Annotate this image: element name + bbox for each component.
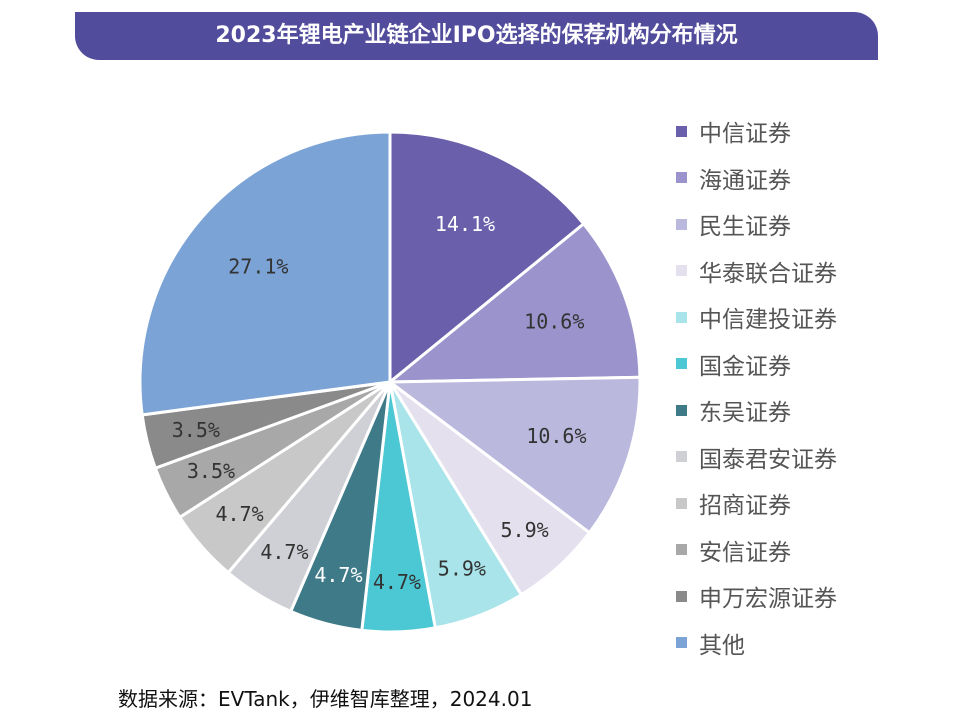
legend-item: 中信证券 <box>676 108 837 155</box>
legend-swatch <box>676 590 687 602</box>
legend-label: 其他 <box>699 632 745 659</box>
legend-swatch <box>676 404 687 416</box>
legend-item: 申万宏源证券 <box>676 573 837 620</box>
data-label-10: 3.5% <box>172 418 220 442</box>
legend-swatch <box>676 497 687 509</box>
legend-swatch <box>676 218 687 230</box>
legend-swatch <box>676 265 687 277</box>
data-label-11: 27.1% <box>228 255 288 279</box>
data-label-1: 10.6% <box>524 310 584 334</box>
source-note: 数据来源：EVTank，伊维智库整理，2024.01 <box>118 687 533 711</box>
data-label-3: 5.9% <box>501 518 549 542</box>
data-label-5: 4.7% <box>373 570 421 594</box>
legend-swatch <box>676 311 687 323</box>
legend-label: 华泰联合证券 <box>699 260 837 287</box>
legend-swatch <box>676 358 687 370</box>
legend-item: 东吴证券 <box>676 387 837 434</box>
data-label-2: 10.6% <box>526 424 586 448</box>
legend-label: 国泰君安证券 <box>699 446 837 473</box>
legend-swatch <box>676 637 687 649</box>
legend-label: 中信证券 <box>699 121 791 148</box>
legend-label: 东吴证券 <box>699 400 791 427</box>
legend-label: 中信建投证券 <box>699 307 837 334</box>
legend-label: 民生证券 <box>699 214 791 241</box>
legend-item: 海通证券 <box>676 155 837 202</box>
legend-item: 华泰联合证券 <box>676 248 837 295</box>
legend-item: 国金证券 <box>676 341 837 388</box>
legend-item: 安信证券 <box>676 527 837 574</box>
legend-swatch <box>676 451 687 463</box>
pie-slice-11 <box>138 130 392 417</box>
legend-label: 申万宏源证券 <box>699 586 837 613</box>
legend-label: 海通证券 <box>699 167 791 194</box>
legend-item: 国泰君安证券 <box>676 434 837 481</box>
legend-item: 招商证券 <box>676 480 837 527</box>
pie-slice-2 <box>385 375 642 535</box>
legend-label: 招商证券 <box>699 493 791 520</box>
legend-swatch <box>676 544 687 556</box>
legend-label: 安信证券 <box>699 539 791 566</box>
data-label-9: 3.5% <box>187 459 235 483</box>
legend-item: 中信建投证券 <box>676 294 837 341</box>
data-label-4: 5.9% <box>438 557 486 581</box>
pie-slice-1 <box>385 221 642 384</box>
data-label-0: 14.1% <box>435 212 495 236</box>
legend-swatch <box>676 172 687 184</box>
legend: 中信证券海通证券民生证券华泰联合证券 中信建投证券 国金证券东吴证券国泰君安证券 招商… <box>676 108 837 666</box>
pie-slice-0 <box>388 130 586 386</box>
legend-item: 其他 <box>676 620 837 667</box>
data-label-6: 4.7% <box>314 563 362 587</box>
legend-label: 国金证券 <box>699 353 791 380</box>
legend-item: 民生证券 <box>676 201 837 248</box>
data-label-8: 4.7% <box>215 502 263 526</box>
chart-title: 2023年锂电产业链企业IPO选择的保荐机构分布情况 <box>75 12 878 60</box>
legend-swatch <box>676 125 687 137</box>
data-label-7: 4.7% <box>260 540 308 564</box>
